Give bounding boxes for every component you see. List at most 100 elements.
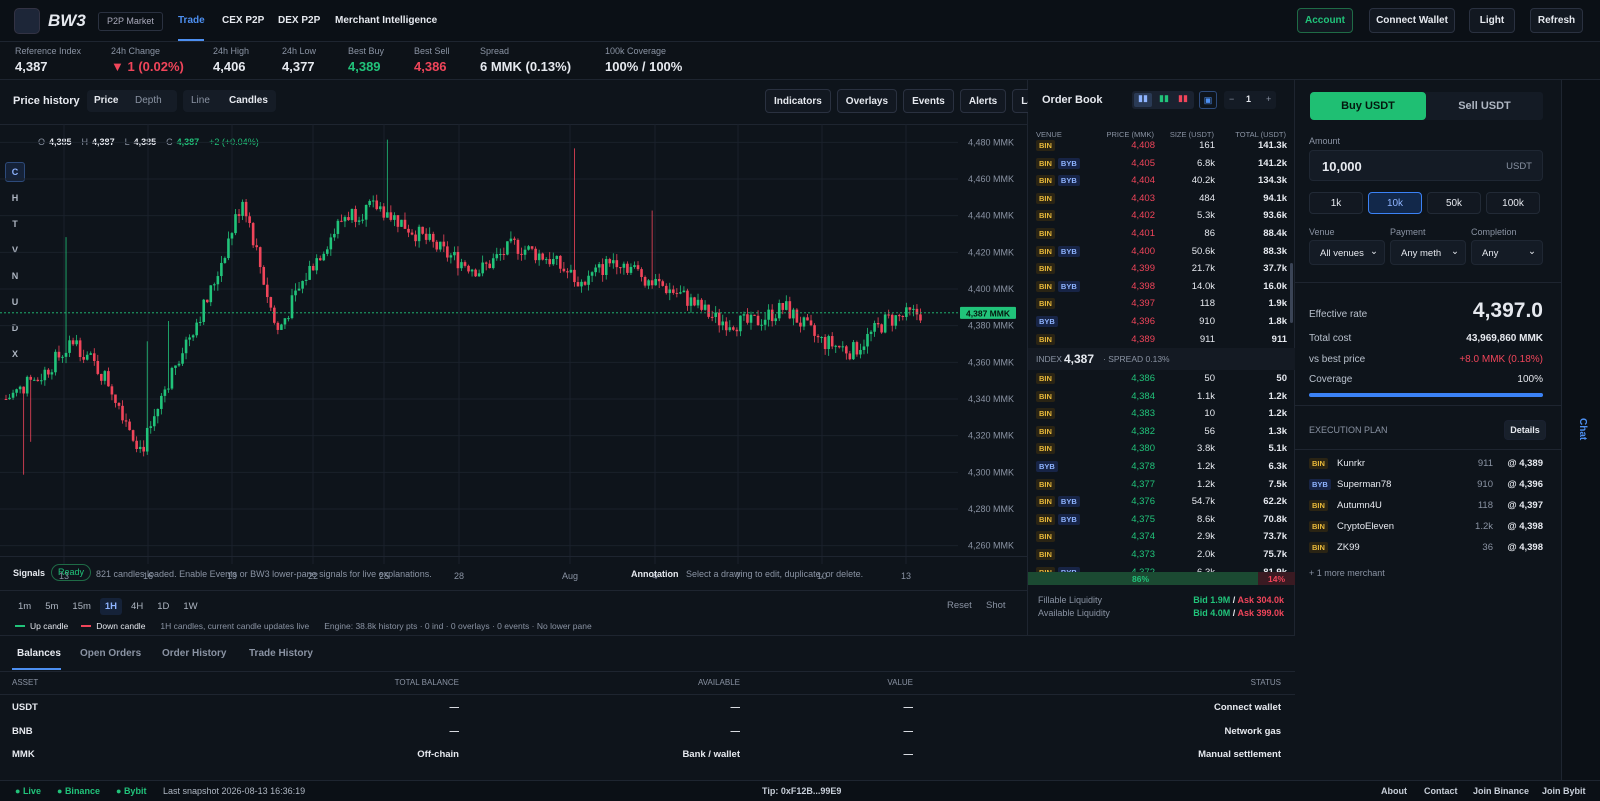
plan-row[interactable]: BIN CryptoEleven 1.2k @ 4,398 xyxy=(1309,518,1543,539)
account-button[interactable]: Account xyxy=(1297,8,1353,33)
completion-select[interactable]: Any ⌄ xyxy=(1471,240,1543,265)
ask-row[interactable]: BIN 4,402 5.3k 93.6k xyxy=(1028,207,1295,225)
candlestick-chart[interactable]: 4,480 MMK 4,460 MMK 4,440 MMK 4,420 MMK 4,40… xyxy=(0,124,1028,612)
stat-24h-low: 24h Low 4,377 xyxy=(282,46,316,74)
logo[interactable] xyxy=(14,8,40,34)
view-both-icon[interactable]: ▮▮ xyxy=(1134,93,1152,107)
contact-link[interactable]: Contact xyxy=(1424,786,1458,796)
interval-1w[interactable]: 1W xyxy=(183,601,198,612)
chat-tab[interactable]: Chat xyxy=(1577,418,1588,441)
plan-row[interactable]: BIN Kunrkr 911 @ 4,389 xyxy=(1309,455,1543,476)
minus-icon[interactable]: − xyxy=(1229,94,1235,104)
tab-line[interactable]: Line xyxy=(191,95,210,106)
ask-row[interactable]: BIN 4,408 161 141.3k xyxy=(1028,137,1295,155)
tool-d[interactable]: D xyxy=(11,323,19,333)
bid-row[interactable]: BIN 4,380 3.8k 5.1k xyxy=(1028,440,1295,458)
tab-candles[interactable]: Candles xyxy=(229,95,268,106)
nav-merchant-intelligence[interactable]: Merchant Intelligence xyxy=(335,15,438,26)
amount-input[interactable]: 10,000 USDT xyxy=(1309,150,1543,181)
tool-c[interactable]: C xyxy=(5,162,25,182)
tab-price[interactable]: Price xyxy=(94,95,119,106)
nav-cex-p2p[interactable]: CEX P2P xyxy=(222,15,265,26)
view-bids-icon[interactable]: ▮▮ xyxy=(1159,93,1169,103)
tool-t[interactable]: T xyxy=(12,219,18,229)
more-merchants-link[interactable]: + 1 more merchant xyxy=(1309,568,1385,578)
bid-row[interactable]: BIN 4,384 1.1k 1.2k xyxy=(1028,388,1295,406)
theme-toggle-button[interactable]: Light xyxy=(1469,8,1515,33)
tab-order-history[interactable]: Order History xyxy=(162,648,227,659)
preset-100k[interactable]: 100k xyxy=(1486,192,1540,214)
venue-select[interactable]: All venues ⌄ xyxy=(1309,240,1385,265)
tool-u[interactable]: U xyxy=(11,297,19,307)
candle-body xyxy=(873,323,876,332)
ask-row[interactable]: BYB 4,396 910 1.8k xyxy=(1028,313,1295,331)
connect-wallet-button[interactable]: Connect Wallet xyxy=(1369,8,1455,33)
tool-h[interactable]: H xyxy=(11,193,19,203)
nav-trade[interactable]: Trade xyxy=(178,15,205,26)
ask-row[interactable]: BIN 4,397 118 1.9k xyxy=(1028,295,1295,313)
bid-row[interactable]: BIN 4,374 2.9k 73.7k xyxy=(1028,528,1295,546)
plan-row[interactable]: BYB Superman78 910 @ 4,396 xyxy=(1309,476,1543,497)
preset-10k[interactable]: 10k xyxy=(1368,192,1422,214)
tab-trade-history[interactable]: Trade History xyxy=(249,648,313,659)
orderbook-scrollbar[interactable] xyxy=(1290,263,1293,323)
interval-5m[interactable]: 5m xyxy=(45,601,59,612)
ask-row[interactable]: BIN BYB 4,400 50.6k 88.3k xyxy=(1028,243,1295,261)
payment-select[interactable]: Any meth ⌄ xyxy=(1390,240,1466,265)
bid-row[interactable]: BIN 4,383 10 1.2k xyxy=(1028,405,1295,423)
tool-v[interactable]: V xyxy=(11,245,18,255)
bid-row[interactable]: BIN BYB 4,375 8.6k 70.8k xyxy=(1028,511,1295,529)
bid-row[interactable]: BIN 4,373 2.0k 75.7k xyxy=(1028,546,1295,564)
bid-row[interactable]: BIN 4,386 50 50 xyxy=(1028,370,1295,388)
ask-row[interactable]: BIN 4,399 21.7k 37.7k xyxy=(1028,260,1295,278)
ask-row[interactable]: BIN 4,403 484 94.1k xyxy=(1028,190,1295,208)
interval-4h[interactable]: 4H xyxy=(131,601,144,612)
indicators-button[interactable]: Indicators xyxy=(765,89,831,113)
preset-1k[interactable]: 1k xyxy=(1309,192,1363,214)
ask-row[interactable]: BIN BYB 4,405 6.8k 141.2k xyxy=(1028,155,1295,173)
reset-button[interactable]: Reset xyxy=(947,600,972,611)
buy-usdt-tab[interactable]: Buy USDT xyxy=(1310,92,1426,120)
interval-1d[interactable]: 1D xyxy=(157,601,170,612)
interval-1h[interactable]: 1H xyxy=(99,598,123,615)
interval-1m[interactable]: 1m xyxy=(18,601,32,612)
tab-balances[interactable]: Balances xyxy=(17,648,61,659)
tool-x[interactable]: X xyxy=(11,349,18,359)
plan-row[interactable]: BIN ZK99 36 @ 4,398 xyxy=(1309,539,1543,560)
nav-dex-p2p[interactable]: DEX P2P xyxy=(278,15,321,26)
shot-button[interactable]: Shot xyxy=(986,600,1006,611)
join-bybit-link[interactable]: Join Bybit xyxy=(1542,786,1586,796)
tip-address[interactable]: Tip: 0xF12B...99E9 xyxy=(762,786,842,796)
lock-icon[interactable]: ▣ xyxy=(1199,91,1217,109)
candle-body xyxy=(368,201,371,205)
sell-usdt-tab[interactable]: Sell USDT xyxy=(1458,100,1511,112)
status[interactable]: Connect wallet xyxy=(1213,702,1281,713)
interval-15m[interactable]: 15m xyxy=(72,601,91,612)
ask-row[interactable]: BIN BYB 4,404 40.2k 134.3k xyxy=(1028,172,1295,190)
view-asks-icon[interactable]: ▮▮ xyxy=(1178,93,1188,103)
divider xyxy=(1295,405,1561,406)
plan-row[interactable]: BIN Autumn4U 118 @ 4,397 xyxy=(1309,497,1543,518)
bid-row[interactable]: BIN BYB 4,376 54.7k 62.2k xyxy=(1028,493,1295,511)
ask-row[interactable]: BIN BYB 4,398 14.0k 16.0k xyxy=(1028,278,1295,296)
candle-body xyxy=(548,259,552,265)
bid-row[interactable]: BIN 4,377 1.2k 7.5k xyxy=(1028,476,1295,494)
bid-row[interactable]: BYB 4,378 1.2k 6.3k xyxy=(1028,458,1295,476)
about-link[interactable]: About xyxy=(1381,786,1407,796)
events-button[interactable]: Events xyxy=(903,89,954,113)
ask-row[interactable]: BIN 4,401 86 88.4k xyxy=(1028,225,1295,243)
venue-badge: BIN xyxy=(1309,542,1328,553)
plus-icon[interactable]: + xyxy=(1266,94,1272,104)
ask-row[interactable]: BIN 4,389 911 911 xyxy=(1028,331,1295,349)
details-button[interactable]: Details xyxy=(1504,420,1546,440)
tab-depth[interactable]: Depth xyxy=(135,95,162,106)
refresh-button[interactable]: Refresh xyxy=(1530,8,1583,33)
preset-50k[interactable]: 50k xyxy=(1427,192,1481,214)
overlays-button[interactable]: Overlays xyxy=(836,89,898,113)
bid-row[interactable]: BIN 4,382 56 1.3k xyxy=(1028,423,1295,441)
join-binance-link[interactable]: Join Binance xyxy=(1473,786,1530,796)
alerts-button[interactable]: Alerts xyxy=(959,89,1007,113)
tool-n[interactable]: N xyxy=(11,271,19,281)
tab-open-orders[interactable]: Open Orders xyxy=(80,648,142,659)
